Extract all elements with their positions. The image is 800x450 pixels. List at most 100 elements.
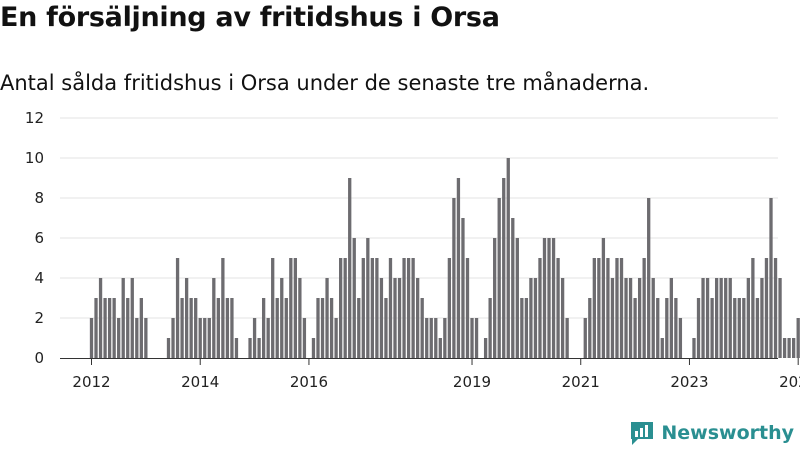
bar — [660, 338, 664, 358]
bar — [212, 278, 216, 358]
bar — [234, 338, 239, 358]
bar — [339, 258, 343, 358]
bar — [547, 238, 551, 358]
bar — [230, 298, 234, 358]
bar — [221, 258, 225, 358]
bar — [348, 178, 352, 358]
bar — [628, 278, 633, 358]
bar — [117, 318, 121, 358]
newsworthy-logo-text: Newsworthy — [661, 422, 794, 444]
bar — [493, 238, 497, 358]
bar — [266, 318, 270, 358]
bar — [434, 318, 438, 358]
bar — [406, 258, 411, 358]
bar — [583, 318, 587, 358]
bar — [696, 298, 701, 358]
bar — [411, 258, 415, 358]
bar — [352, 238, 356, 358]
bar — [357, 298, 361, 358]
bar — [139, 298, 143, 358]
chart-title: En försäljning av fritidshus i Orsa — [0, 2, 500, 33]
bar — [737, 298, 741, 358]
bar — [461, 218, 465, 358]
bar — [94, 298, 98, 358]
bar — [257, 338, 261, 358]
bar — [483, 338, 488, 358]
bar — [275, 298, 279, 358]
bar — [361, 258, 365, 358]
x-tick-label: 2019 — [453, 373, 491, 391]
bar — [325, 278, 329, 358]
bar — [601, 238, 606, 358]
bar — [556, 258, 560, 358]
bar — [393, 278, 397, 358]
bar — [615, 258, 619, 358]
bar — [420, 298, 424, 358]
bar — [261, 298, 266, 358]
bar — [107, 298, 112, 358]
bar — [293, 258, 297, 358]
bar — [470, 318, 474, 358]
bar — [669, 278, 673, 358]
bar — [515, 238, 519, 358]
y-axis-ticks: 0 2 4 6 8 10 12 — [25, 109, 44, 367]
bar — [769, 198, 773, 358]
bar — [289, 258, 293, 358]
bar — [465, 258, 470, 358]
bar — [588, 298, 592, 358]
x-tick-label: 2021 — [562, 373, 600, 391]
bar — [198, 318, 202, 358]
bar — [334, 318, 338, 358]
bar — [678, 318, 683, 358]
bar — [248, 338, 252, 358]
bar — [520, 298, 524, 358]
bar — [456, 178, 461, 358]
bar — [443, 318, 447, 358]
bar — [511, 218, 515, 358]
x-tick-label: 2014 — [181, 373, 219, 391]
bar — [447, 258, 452, 358]
y-tick-label: 10 — [25, 149, 44, 167]
bar — [180, 298, 184, 358]
bar — [642, 258, 646, 358]
bar — [189, 298, 193, 358]
bar — [665, 298, 669, 358]
bar — [647, 198, 651, 358]
newsworthy-logo: Newsworthy — [629, 420, 794, 446]
x-tick-label: 2012 — [72, 373, 110, 391]
bar — [402, 258, 406, 358]
x-tick-label: 2025 — [779, 373, 800, 391]
chart-subtitle: Antal sålda fritidshus i Orsa under de s… — [0, 71, 650, 95]
x-tick-label: 2016 — [290, 373, 328, 391]
bar — [551, 238, 556, 358]
bar — [216, 298, 220, 358]
bar — [98, 278, 103, 358]
bar — [388, 258, 393, 358]
bar — [755, 298, 760, 358]
bar — [343, 258, 347, 358]
bar — [751, 258, 755, 358]
bar — [429, 318, 433, 358]
bar — [764, 258, 769, 358]
bar — [502, 178, 506, 358]
bar — [497, 198, 501, 358]
x-tick-label: 2023 — [670, 373, 708, 391]
bar — [560, 278, 565, 358]
bar — [298, 278, 302, 358]
bar — [742, 298, 746, 358]
bar — [606, 258, 610, 358]
bar — [565, 318, 569, 358]
y-tick-label: 12 — [25, 109, 44, 127]
y-tick-label: 2 — [34, 309, 44, 327]
bar — [773, 258, 778, 358]
bar — [416, 278, 420, 358]
bar — [452, 198, 456, 358]
bar — [284, 298, 288, 358]
bar — [533, 278, 538, 358]
bar — [488, 298, 492, 358]
y-tick-label: 0 — [34, 349, 44, 367]
bar — [121, 278, 125, 358]
bar — [710, 298, 714, 358]
bar — [656, 298, 660, 358]
